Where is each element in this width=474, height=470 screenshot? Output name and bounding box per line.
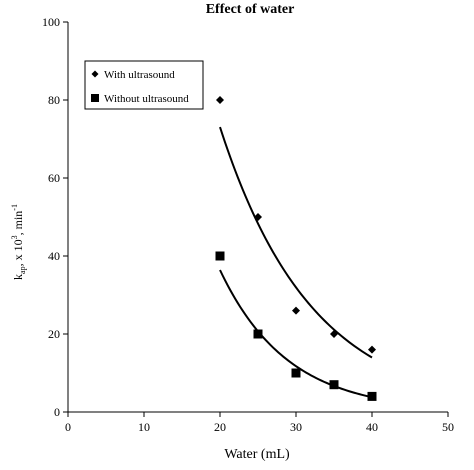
data-point-square — [253, 329, 263, 339]
legend-label-2: Without ultrasound — [104, 93, 189, 105]
data-points — [215, 96, 377, 401]
y-tick-label: 80 — [48, 93, 60, 107]
y-tick-label: 20 — [48, 327, 60, 341]
legend-box — [84, 60, 204, 110]
x-tick-label: 40 — [366, 420, 378, 434]
trend-curves — [219, 126, 373, 399]
data-point-diamond — [292, 306, 300, 315]
data-point-diamond — [330, 330, 338, 338]
data-point-square — [367, 391, 377, 401]
data-point-square — [215, 251, 225, 261]
y-tick-label: 100 — [42, 15, 60, 29]
data-point-square — [291, 368, 301, 378]
x-tick-label: 0 — [65, 420, 71, 434]
legend-label-1: With ultrasound — [104, 69, 175, 81]
legend: With ultrasound Without ultrasound — [84, 60, 204, 110]
x-tick-label: 10 — [138, 420, 150, 434]
x-ticks: 0 10 20 30 40 50 — [65, 412, 454, 434]
data-point-diamond — [216, 96, 224, 104]
x-tick-label: 20 — [214, 420, 226, 434]
axes — [67, 22, 448, 413]
legend-marker-1 — [91, 70, 99, 78]
y-ticks: 0 20 40 60 80 100 — [42, 15, 68, 419]
y-tick-label: 40 — [48, 249, 60, 263]
data-point-diamond — [368, 345, 376, 354]
chart-title: Effect of water — [206, 2, 295, 17]
x-tick-label: 50 — [442, 420, 454, 434]
y-tick-label: 60 — [48, 171, 60, 185]
y-axis-label: kap, x 103, min-1 — [10, 204, 27, 280]
trend-curve-1 — [219, 126, 373, 359]
x-axis-label: Water (mL) — [224, 447, 290, 462]
x-tick-label: 30 — [290, 420, 302, 434]
trend-curve-2 — [219, 269, 373, 399]
legend-marker-2 — [91, 94, 99, 102]
data-point-square — [329, 380, 339, 390]
y-tick-label: 0 — [54, 405, 60, 419]
data-point-diamond — [254, 213, 262, 221]
